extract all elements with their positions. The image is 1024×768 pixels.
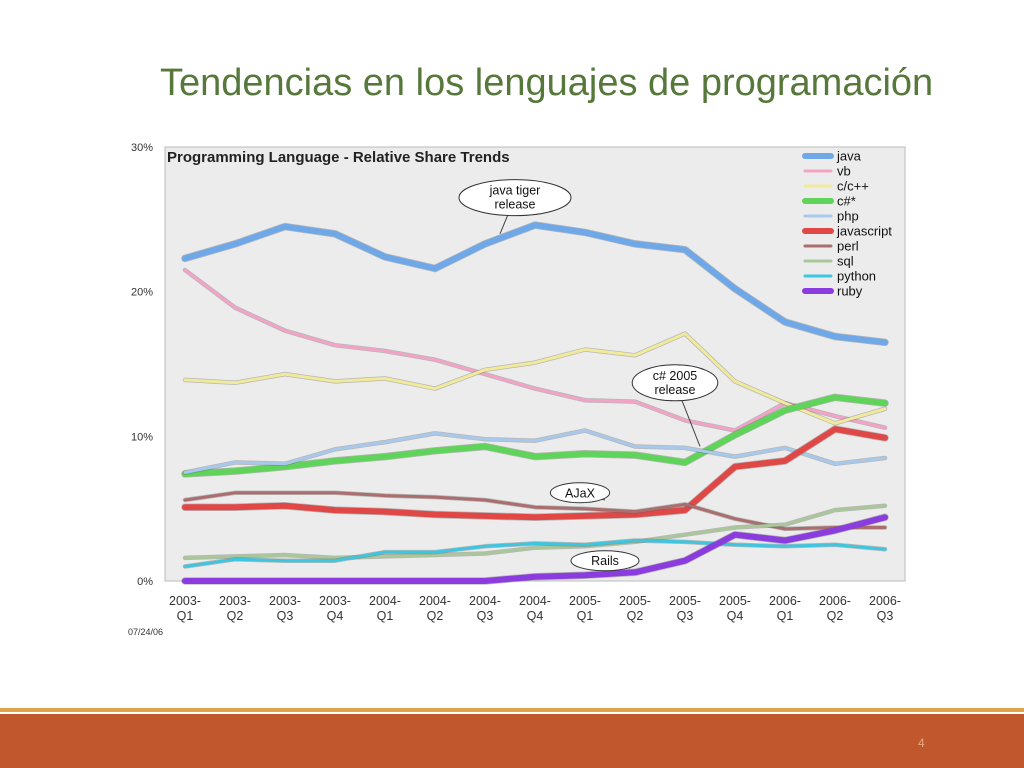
series-line-c xyxy=(182,394,888,477)
legend-label: javascript xyxy=(836,224,892,239)
annotation-label: java tiger release xyxy=(489,184,541,212)
series-line-sql xyxy=(183,504,887,560)
line-chart: 0% 10% 20% 30% 2003-Q1 2003-Q2 2003-Q3 2003-Q4 2… xyxy=(128,142,906,637)
y-tick-label: 20% xyxy=(131,287,153,299)
legend-label: c#* xyxy=(837,194,856,209)
series-line-ruby xyxy=(182,514,888,584)
x-tick-label: 2003-Q2 xyxy=(219,594,251,623)
y-tick-label: 30% xyxy=(131,142,153,154)
footer-accent-line xyxy=(0,708,1024,712)
legend-label: ruby xyxy=(837,284,863,299)
x-tick-label: 2005-Q3 xyxy=(669,594,701,623)
legend-label: python xyxy=(837,269,876,284)
annotation-callout: Rails xyxy=(570,550,640,572)
annotation-bubble xyxy=(570,550,640,572)
legend-label: c/c++ xyxy=(837,179,869,194)
x-tick-label: 2006-Q3 xyxy=(869,594,901,623)
x-tick-label: 2005-Q4 xyxy=(719,594,751,623)
x-tick-label: 2006-Q2 xyxy=(819,594,851,623)
x-tick-label: 2005-Q2 xyxy=(619,594,651,623)
chart-title: Programming Language - Relative Share Tr… xyxy=(167,149,510,166)
annotation-bubble xyxy=(631,364,719,402)
legend-label: java xyxy=(836,149,862,164)
x-tick-label: 2004-Q4 xyxy=(519,594,551,623)
series-line-java xyxy=(182,222,888,346)
annotation-bubble xyxy=(458,179,572,217)
date-note: 07/24/06 xyxy=(128,627,163,637)
series-line-vb xyxy=(183,268,887,432)
legend-label: perl xyxy=(837,239,859,254)
annotation-bubble xyxy=(549,482,611,504)
chart-container: 0% 10% 20% 30% 2003-Q1 2003-Q2 2003-Q3 2003-Q4 2… xyxy=(120,134,910,654)
x-tick-label: 2004-Q1 xyxy=(369,594,401,623)
series-line-javascript xyxy=(182,426,888,521)
x-tick-label: 2005-Q1 xyxy=(569,594,601,623)
chart-legend: javavbc/c++c#*phpjavascriptperlsqlpython… xyxy=(802,149,892,299)
series-line-php xyxy=(183,429,887,474)
x-tick-label: 2004-Q3 xyxy=(469,594,501,623)
annotation-label: AJaX xyxy=(565,486,596,500)
x-tick-label: 2003-Q4 xyxy=(319,594,351,623)
slide-title: Tendencias en los lenguajes de programac… xyxy=(160,62,934,104)
annotation-label: c# 2005 release xyxy=(653,369,698,397)
legend-label: vb xyxy=(837,164,851,179)
y-tick-label: 10% xyxy=(131,431,153,443)
x-tick-label: 2006-Q1 xyxy=(769,594,801,623)
annotation-callout: AJaX xyxy=(549,482,611,504)
annotation-callout: java tiger release xyxy=(458,179,572,234)
y-tick-label: 0% xyxy=(137,576,153,588)
annotation-callout: c# 2005 release xyxy=(631,364,719,447)
footer-bar xyxy=(0,714,1024,768)
page-number: 4 xyxy=(918,736,925,750)
x-tick-label: 2003-Q3 xyxy=(269,594,301,623)
annotation-label: Rails xyxy=(591,554,619,568)
x-tick-label: 2004-Q2 xyxy=(419,594,451,623)
series-line-python xyxy=(183,539,887,568)
legend-label: sql xyxy=(837,254,854,269)
legend-label: php xyxy=(837,209,859,224)
series-line-cc xyxy=(183,332,887,425)
x-tick-label: 2003-Q1 xyxy=(169,594,201,623)
